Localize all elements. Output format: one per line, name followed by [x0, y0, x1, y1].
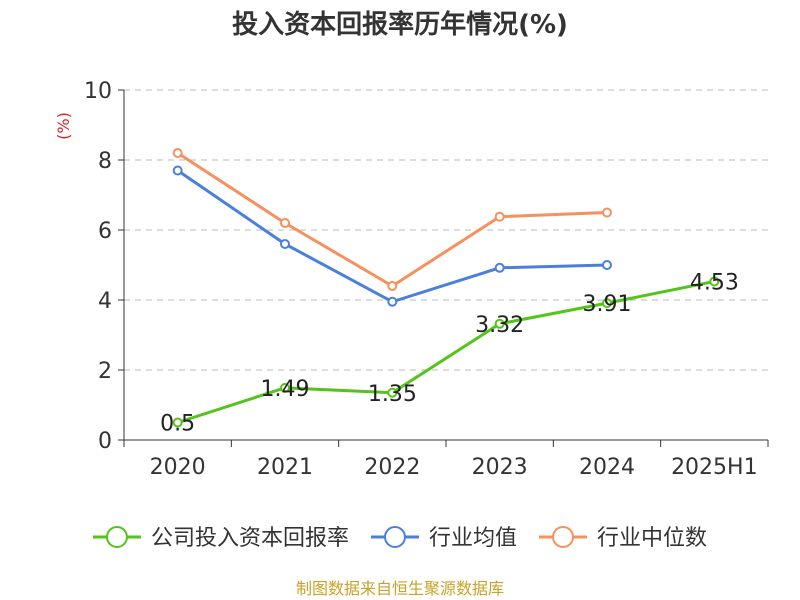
axes: 0 2 4 6 8 10 2020 2021 2022 2023 2024 2025H1 — [84, 79, 769, 480]
y-tick-label: 4 — [98, 289, 112, 314]
data-point — [387, 387, 398, 398]
data-point — [494, 211, 505, 222]
legend-item-2[interactable]: 行业中位数 — [539, 526, 707, 551]
legend-marker — [552, 526, 575, 548]
source-note: 制图数据来自恒生聚源数据库 — [296, 579, 504, 598]
y-tick-label: 6 — [98, 219, 112, 244]
series-line — [176, 279, 716, 424]
data-point — [172, 165, 183, 176]
y-tick-label: 8 — [98, 149, 112, 174]
legend-label: 行业均值 — [429, 526, 517, 551]
y-tick-label: 2 — [98, 359, 112, 384]
legend-item-1[interactable]: 行业均值 — [370, 526, 517, 551]
x-tick-label: 2025H1 — [671, 455, 758, 480]
legend-label: 公司投入资本回报率 — [151, 526, 349, 551]
legend-label: 行业中位数 — [597, 526, 707, 551]
data-point — [172, 417, 183, 428]
legend: 公司投入资本回报率 行业均值 行业中位数 — [92, 526, 707, 551]
x-tick-label: 2024 — [579, 455, 635, 480]
data-point — [172, 148, 183, 158]
data-label: 4.53 — [690, 270, 739, 295]
x-tick-label: 2020 — [150, 455, 206, 480]
data-point — [494, 318, 505, 329]
y-axis-unit-label: (%) — [54, 112, 73, 140]
data-point — [280, 382, 290, 393]
legend-marker — [383, 526, 406, 548]
legend-item-0[interactable]: 公司投入资本回报率 — [92, 526, 349, 551]
data-label: 1.35 — [368, 382, 417, 407]
data-point — [602, 207, 612, 218]
y-tick-label: 10 — [84, 79, 112, 104]
legend-marker — [105, 526, 128, 548]
data-label: 1.49 — [261, 377, 310, 402]
series-1 — [172, 165, 612, 307]
series-0 — [172, 276, 720, 428]
series-layer — [172, 148, 720, 428]
x-tick-label: 2021 — [257, 455, 313, 480]
data-labels: 0.5 1.49 1.35 3.32 3.91 4.53 — [160, 270, 739, 436]
y-tick-label: 0 — [98, 429, 112, 454]
x-tick-label: 2023 — [472, 455, 528, 480]
data-point — [494, 262, 505, 273]
data-point — [387, 296, 398, 307]
data-label: 3.91 — [583, 292, 632, 317]
data-label: 0.5 — [160, 412, 195, 437]
data-point — [602, 260, 612, 270]
chart-title: 投入资本回报率历年情况(%) — [232, 9, 568, 40]
x-tick-label: 2022 — [364, 455, 420, 480]
data-point — [602, 298, 612, 309]
data-point — [709, 276, 720, 287]
data-label: 3.32 — [475, 313, 524, 338]
series-2 — [172, 148, 612, 291]
data-point — [280, 218, 290, 228]
data-point — [280, 239, 290, 249]
grid-lines — [124, 89, 768, 371]
data-point — [387, 281, 398, 291]
